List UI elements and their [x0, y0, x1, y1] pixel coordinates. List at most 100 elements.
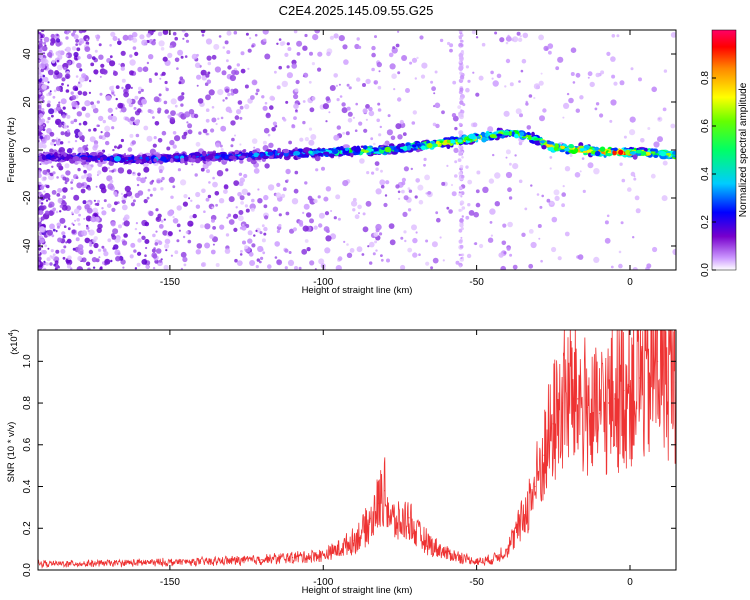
noise-speckle — [255, 229, 258, 232]
noise-speckle — [82, 91, 88, 96]
noise-speckle — [400, 236, 404, 240]
noise-speckle — [403, 166, 409, 172]
noise-speckle — [575, 108, 580, 113]
noise-speckle — [503, 251, 507, 255]
noise-speckle — [39, 150, 43, 154]
snr-data-point — [261, 559, 263, 561]
noise-speckle — [212, 181, 218, 188]
noise-speckle — [408, 189, 413, 193]
noise-speckle — [341, 102, 346, 107]
noise-speckle — [291, 124, 296, 129]
noise-speckle — [206, 79, 212, 84]
noise-speckle — [262, 251, 266, 255]
noise-speckle — [324, 247, 331, 254]
noise-speckle — [141, 99, 147, 105]
noise-speckle — [368, 106, 373, 112]
noise-speckle — [92, 207, 98, 214]
noise-speckle — [130, 116, 135, 122]
noise-speckle — [533, 83, 541, 90]
noise-speckle — [630, 67, 634, 71]
noise-speckle — [138, 232, 142, 235]
noise-speckle — [355, 102, 359, 106]
noise-speckle — [581, 157, 585, 160]
noise-speckle — [160, 47, 165, 51]
noise-speckle — [285, 168, 291, 175]
noise-speckle — [47, 229, 53, 236]
noise-speckle — [425, 239, 429, 243]
noise-speckle — [39, 163, 42, 166]
noise-speckle — [100, 266, 103, 269]
noise-speckle — [71, 229, 76, 234]
noise-speckle — [39, 238, 45, 244]
noise-speckle — [181, 30, 186, 33]
noise-speckle — [144, 221, 150, 227]
noise-speckle — [466, 253, 472, 259]
noise-speckle — [386, 129, 393, 136]
noise-speckle — [219, 144, 223, 148]
noise-speckle — [629, 129, 636, 136]
noise-speckle — [563, 102, 570, 109]
signal-cell — [311, 151, 319, 154]
noise-speckle — [333, 216, 337, 220]
noise-speckle — [163, 100, 168, 105]
signal-cell — [135, 160, 140, 165]
signal-cell — [276, 155, 280, 158]
x-tick-label: -100 — [313, 577, 333, 588]
noise-speckle — [147, 188, 151, 192]
noise-speckle — [261, 224, 265, 228]
noise-speckle — [62, 176, 67, 181]
noise-speckle — [88, 79, 92, 83]
noise-speckle — [613, 81, 618, 86]
noise-speckle — [77, 147, 84, 154]
noise-speckle — [196, 74, 202, 80]
noise-speckle — [83, 217, 86, 220]
noise-speckle — [380, 258, 384, 262]
noise-speckle — [361, 253, 365, 256]
noise-speckle — [459, 164, 464, 169]
noise-speckle — [294, 266, 298, 270]
signal-cell — [514, 133, 519, 138]
noise-speckle — [185, 230, 189, 234]
noise-speckle — [137, 108, 142, 113]
noise-speckle — [38, 256, 42, 261]
noise-speckle — [129, 59, 136, 66]
signal-cell — [168, 156, 172, 159]
noise-speckle — [134, 95, 139, 100]
noise-speckle — [161, 71, 166, 76]
noise-speckle — [75, 43, 79, 46]
noise-speckle — [65, 170, 71, 176]
noise-speckle — [56, 162, 62, 168]
noise-speckle — [87, 165, 93, 171]
snr-scale-label: (x104) — [8, 329, 20, 355]
noise-speckle — [611, 34, 616, 38]
noise-speckle — [86, 224, 89, 228]
noise-speckle — [82, 120, 88, 126]
noise-speckle — [435, 123, 440, 129]
noise-speckle — [38, 93, 41, 99]
noise-speckle — [309, 260, 315, 266]
noise-speckle — [373, 80, 379, 85]
noise-speckle — [237, 192, 242, 197]
noise-speckle — [112, 148, 115, 152]
signal-cell — [583, 150, 588, 153]
noise-speckle — [401, 181, 406, 186]
noise-speckle — [257, 188, 260, 191]
noise-speckle — [564, 231, 570, 237]
noise-speckle — [377, 102, 381, 106]
noise-speckle — [51, 114, 54, 118]
noise-speckle — [41, 108, 45, 112]
noise-speckle — [38, 104, 42, 109]
noise-speckle — [224, 40, 229, 45]
noise-speckle — [84, 237, 91, 244]
noise-speckle — [379, 125, 382, 129]
noise-speckle — [195, 249, 201, 255]
noise-speckle — [609, 119, 613, 123]
noise-speckle — [97, 124, 101, 128]
noise-speckle — [363, 128, 368, 133]
noise-speckle — [113, 94, 116, 97]
noise-speckle — [38, 40, 43, 45]
noise-speckle — [240, 201, 245, 205]
noise-speckle — [227, 92, 231, 97]
noise-speckle — [167, 210, 174, 217]
